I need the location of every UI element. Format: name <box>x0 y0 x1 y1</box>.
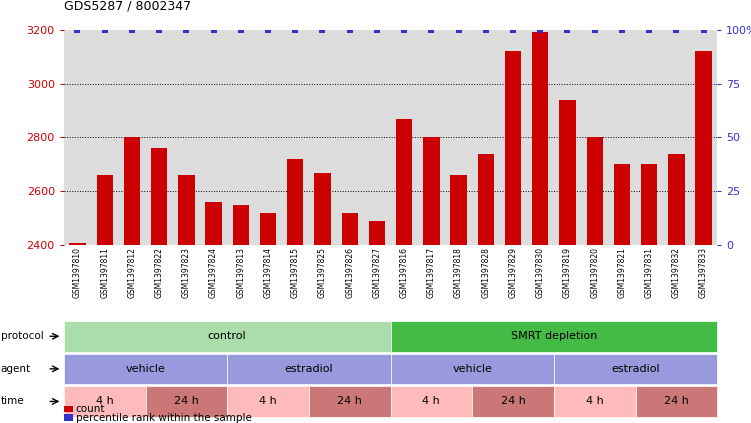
Bar <box>64 406 73 412</box>
Bar <box>532 32 548 423</box>
Text: GDS5287 / 8002347: GDS5287 / 8002347 <box>64 0 191 13</box>
Point <box>589 26 601 33</box>
Point <box>180 26 192 33</box>
Bar <box>314 173 330 423</box>
Point <box>262 26 274 33</box>
Bar <box>668 154 684 423</box>
Text: 24 h: 24 h <box>664 396 689 407</box>
Bar <box>227 386 309 417</box>
Bar <box>369 221 385 423</box>
Bar <box>554 354 717 384</box>
Bar <box>227 354 391 384</box>
Point <box>480 26 492 33</box>
Point <box>98 26 110 33</box>
Bar <box>64 321 391 352</box>
Point <box>671 26 683 33</box>
Bar <box>478 154 494 423</box>
Text: 24 h: 24 h <box>501 396 526 407</box>
Bar <box>64 386 146 417</box>
Bar <box>554 386 635 417</box>
Point <box>698 26 710 33</box>
Bar <box>391 321 717 352</box>
Bar <box>146 386 227 417</box>
Text: count: count <box>76 404 105 414</box>
Point <box>453 26 465 33</box>
Point <box>153 26 165 33</box>
Bar <box>69 243 86 423</box>
Bar <box>64 414 73 421</box>
Bar <box>695 51 712 423</box>
Point <box>371 26 383 33</box>
Text: 4 h: 4 h <box>586 396 604 407</box>
Bar <box>342 213 358 423</box>
Bar <box>260 213 276 423</box>
Bar <box>641 165 657 423</box>
Bar <box>505 51 521 423</box>
Text: percentile rank within the sample: percentile rank within the sample <box>76 412 252 423</box>
Bar <box>472 386 554 417</box>
Text: control: control <box>208 331 246 341</box>
Text: time: time <box>1 396 24 407</box>
Bar <box>391 386 472 417</box>
Point <box>643 26 655 33</box>
Text: 24 h: 24 h <box>337 396 362 407</box>
Bar <box>424 137 439 423</box>
Point <box>316 26 328 33</box>
Point <box>207 26 219 33</box>
Bar <box>233 205 249 423</box>
Text: 4 h: 4 h <box>259 396 277 407</box>
Point <box>534 26 546 33</box>
Point <box>235 26 247 33</box>
Point <box>398 26 410 33</box>
Point <box>126 26 138 33</box>
Bar <box>64 354 227 384</box>
Bar <box>614 165 630 423</box>
Text: vehicle: vehicle <box>452 364 492 374</box>
Bar <box>178 175 195 423</box>
Bar <box>124 137 140 423</box>
Point <box>507 26 519 33</box>
Point <box>71 26 83 33</box>
Text: protocol: protocol <box>1 331 44 341</box>
Point <box>344 26 356 33</box>
Point <box>289 26 301 33</box>
Bar <box>206 202 222 423</box>
Text: estradiol: estradiol <box>611 364 660 374</box>
Bar <box>635 386 717 417</box>
Bar <box>96 175 113 423</box>
Point <box>425 26 437 33</box>
Bar <box>391 354 554 384</box>
Text: 24 h: 24 h <box>174 396 199 407</box>
Point <box>562 26 574 33</box>
Bar <box>559 100 575 423</box>
Bar <box>309 386 391 417</box>
Text: agent: agent <box>1 364 31 374</box>
Bar <box>451 175 467 423</box>
Text: 4 h: 4 h <box>423 396 440 407</box>
Bar <box>151 148 167 423</box>
Text: estradiol: estradiol <box>285 364 333 374</box>
Text: 4 h: 4 h <box>96 396 113 407</box>
Bar <box>287 159 303 423</box>
Bar <box>396 118 412 423</box>
Bar <box>587 137 603 423</box>
Point <box>616 26 628 33</box>
Text: SMRT depletion: SMRT depletion <box>511 331 597 341</box>
Text: vehicle: vehicle <box>125 364 165 374</box>
